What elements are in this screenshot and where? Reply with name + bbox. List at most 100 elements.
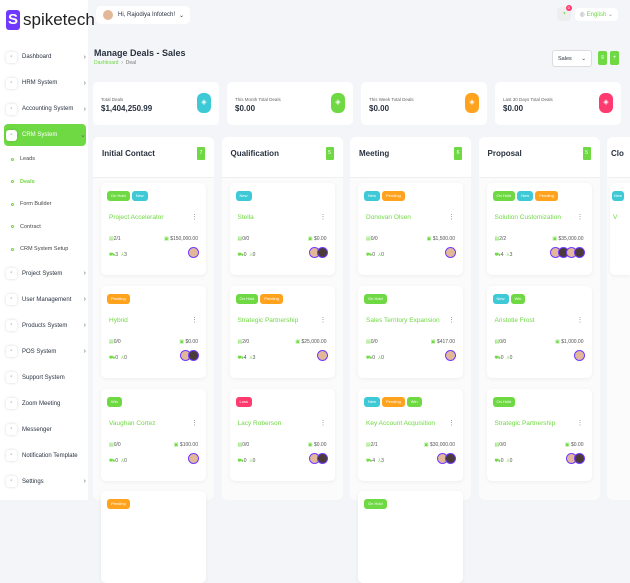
language-selector[interactable]: ◍ English ⌄ [574,7,618,21]
deal-title[interactable]: Project Accelerator [109,214,164,221]
sidebar-item-dashboard[interactable]: ◦ Dashboard › [4,44,86,70]
more-options-icon[interactable]: ⋮ [576,317,584,324]
tasks-value: 0/0 [113,339,121,345]
more-options-icon[interactable]: ⋮ [319,317,327,324]
deal-card[interactable]: On Hold Pending Strategic Partnership ⋮ ▤2/0… [229,286,335,378]
deal-tags: Pending [107,294,130,304]
sidebar-item-support-system[interactable]: ◦ Support System [4,365,86,391]
deal-title[interactable]: Sales Territory Expansion [366,317,440,324]
sidebar-subitem-form-builder[interactable]: Form Builder [4,193,86,216]
more-options-icon[interactable]: ⋮ [191,214,198,221]
sidebar-item-zoom-meeting[interactable]: ◦ Zoom Meeting [4,391,86,417]
avatar[interactable] [573,247,585,258]
tasks-value: 2/2 [499,236,507,242]
notification-button[interactable]: ◔ 0 [556,5,572,21]
deal-card[interactable]: Loss Lacy Roberson ⋮ ▤0/0 ▣ $0.00 ⛟0 ⅄0 [229,389,335,481]
status-badge: Pending [107,499,130,509]
deal-card[interactable]: Pending Hybrid ⋮ ▤0/0 ▣ $0.00 ⛟0 ⅄0 [101,286,206,378]
avatar[interactable] [188,453,199,464]
language-label: English [586,11,607,18]
breadcrumb-deal: Deal [125,60,136,66]
avatar[interactable] [445,247,456,258]
sidebar-item-accounting-system[interactable]: ◦ Accounting System › [4,96,86,122]
avatar[interactable] [188,350,199,361]
more-options-icon[interactable]: ⋮ [576,420,584,427]
avatar[interactable] [573,350,585,361]
cart-icon: ◦ [6,320,17,331]
avatar[interactable] [573,453,585,464]
more-options-icon[interactable]: ⋮ [319,420,327,427]
deal-counts: ⛟0 ⅄0 [109,355,127,362]
sidebar-item-pos-system[interactable]: ◦ POS System › [4,339,86,365]
sidebar: S spiketech ◦ Dashboard › ◦ HRM System › ◦ Acco… [0,0,95,500]
products-count: 0 [115,355,119,361]
logo[interactable]: S spiketech [6,10,95,30]
user-menu[interactable]: Hi, Rajodiya Infotech! ⌄ [96,6,191,24]
avatar[interactable] [445,453,456,464]
deal-title[interactable]: Donovan Olsen [366,214,411,221]
sidebar-item-products-system[interactable]: ◦ Products System › [4,313,86,339]
deal-users [316,350,328,361]
deal-title[interactable]: Hybrid [109,317,128,324]
sidebar-subitem-leads[interactable]: Leads [4,148,86,171]
tasks-value: 2/1 [370,442,378,448]
tasks-value: 0/0 [499,339,507,345]
sidebar-item-user-management[interactable]: ◦ User Management › [4,287,86,313]
deal-card[interactable]: New Pending Win Key Account Acquisition ⋮ ▤2/… [358,389,463,481]
sidebar-subitem-deals[interactable]: Deals [4,171,86,194]
breadcrumb-dashboard[interactable]: Dashboard [94,60,119,66]
sidebar-item-project-system[interactable]: ◦ Project System › [4,261,86,287]
deal-title[interactable]: Solution Customization [494,214,561,221]
deal-card[interactable]: New Pending Donovan Olsen ⋮ ▤0/0 ▣ $1,500.00 ⛟… [358,183,463,275]
deal-card[interactable]: New V [610,183,630,275]
sidebar-item-crm-system[interactable]: ◦ CRM System ⌄ [4,124,86,146]
deal-card[interactable]: Win Vaughan Cortez ⋮ ▤0/0 ▣ $100.00 ⛟0 ⅄0 [101,389,206,481]
sidebar-item-hrm-system[interactable]: ◦ HRM System › [4,70,86,96]
list-view-button[interactable]: ≡ [598,51,607,65]
chevron-right-icon: › [83,478,86,485]
pipeline-select[interactable]: Sales ⌄ [552,50,592,67]
avatar[interactable] [316,247,328,258]
sidebar-subitem-contract[interactable]: Contract [4,216,86,239]
more-options-icon[interactable]: ⋮ [319,214,327,221]
sidebar-item-messenger[interactable]: ◦ Messenger [4,417,86,443]
deal-card[interactable]: On Hold New Project Accelerator ⋮ ▤2/1 ▣ $150… [101,183,206,275]
deal-title[interactable]: Lacy Roberson [237,420,282,427]
deal-tags: Pending [107,499,130,509]
deal-title[interactable]: Strategic Partnership [494,420,556,427]
more-options-icon[interactable]: ⋮ [448,317,455,324]
deal-card[interactable]: On Hold Sales Territory Expansion ⋮ ▤0/0 ▣ $… [358,286,463,378]
users-icon: ◦ [6,294,17,305]
avatar[interactable] [445,350,456,361]
more-options-icon[interactable]: ⋮ [191,317,198,324]
deal-card[interactable]: On Hold Strategic Partnership ⋮ ▤0/0 ▣ $0.00… [486,389,592,481]
deal-title[interactable]: Strategic Partnership [237,317,299,324]
more-options-icon[interactable]: ⋮ [576,214,584,221]
deal-card[interactable]: On Hold New Pending Solution Customization ⋮… [486,183,592,275]
deal-title[interactable]: Stella [237,214,254,221]
deal-title[interactable]: Key Account Acquisition [366,420,436,427]
more-options-icon[interactable]: ⋮ [448,214,455,221]
sidebar-item-settings[interactable]: ◦ Settings › [4,469,86,495]
stat-label: This Week Total Deals [369,97,414,102]
avatar[interactable] [188,247,199,258]
tasks-value: 0/0 [113,442,121,448]
deal-card[interactable]: Pending [101,491,206,583]
more-options-icon[interactable]: ⋮ [448,420,455,427]
sources-count: 0 [381,355,384,361]
deal-title[interactable]: Vaughan Cortez [109,420,156,427]
deal-card[interactable]: New Win Aristotle Frost ⋮ ▤0/0 ▣ $1,000.00 ⛟0 … [486,286,592,378]
more-options-icon[interactable]: ⋮ [191,420,198,427]
deal-card[interactable]: On Hold [358,491,463,583]
sources-count: 3 [509,252,513,258]
sidebar-item-notification-template[interactable]: ◦ Notification Template [4,443,86,469]
tasks-icon: ▤ [366,442,371,448]
avatar[interactable] [316,350,328,361]
deal-title[interactable]: V [613,214,618,221]
avatar[interactable] [316,453,328,464]
deal-card[interactable]: New Stella ⋮ ▤0/0 ▣ $0.00 ⛟0 ⅄0 [229,183,335,275]
sidebar-subitem-crm-system-setup[interactable]: CRM System Setup [4,238,86,261]
deal-title[interactable]: Aristotle Frost [494,317,535,324]
products-count: 4 [500,252,504,258]
add-deal-button[interactable]: + [610,51,619,65]
